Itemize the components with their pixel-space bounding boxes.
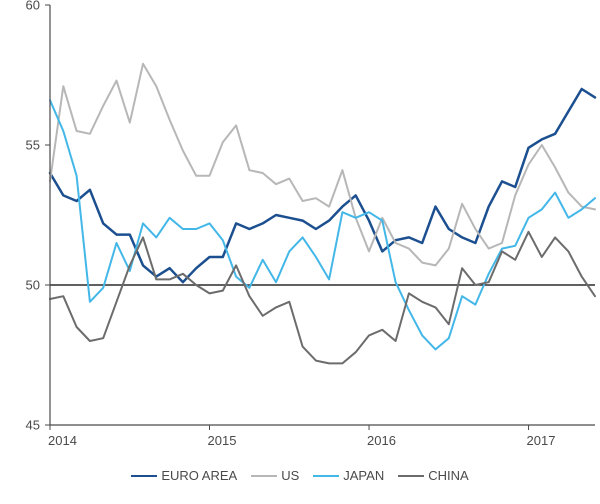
- legend-item-japan: JAPAN: [313, 468, 384, 483]
- legend-item-china: CHINA: [398, 468, 468, 483]
- legend-swatch: [131, 475, 157, 477]
- legend-swatch: [313, 475, 339, 477]
- line-chart: EURO AREA US JAPAN CHINA 45 50 55 60 2014 2015 20…: [0, 0, 600, 504]
- x-tick-label: 2016: [367, 433, 396, 448]
- legend-item-euro-area: EURO AREA: [131, 468, 237, 483]
- legend-label: JAPAN: [343, 468, 384, 483]
- y-tick-label: 55: [26, 138, 40, 153]
- y-tick-label: 50: [26, 278, 40, 293]
- x-tick-label: 2017: [527, 433, 556, 448]
- chart-svg: [0, 0, 600, 504]
- y-tick-label: 60: [26, 0, 40, 13]
- legend-item-us: US: [251, 468, 299, 483]
- legend-label: CHINA: [428, 468, 468, 483]
- x-tick-label: 2015: [208, 433, 237, 448]
- legend: EURO AREA US JAPAN CHINA: [0, 468, 600, 483]
- legend-swatch: [251, 475, 277, 477]
- legend-swatch: [398, 475, 424, 477]
- y-tick-label: 45: [26, 418, 40, 433]
- x-tick-label: 2014: [48, 433, 77, 448]
- legend-label: EURO AREA: [161, 468, 237, 483]
- legend-label: US: [281, 468, 299, 483]
